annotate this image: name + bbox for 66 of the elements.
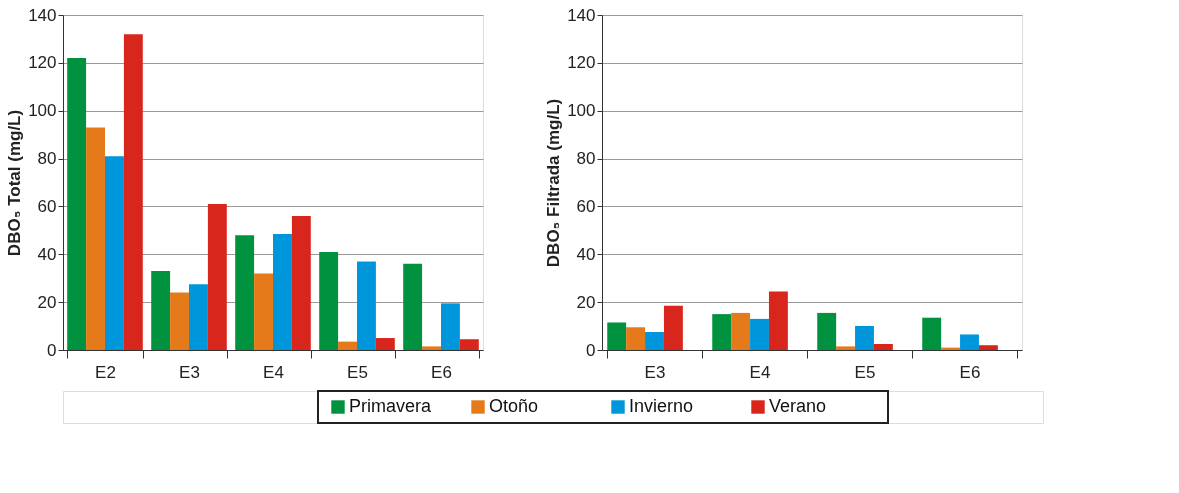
y-tick-label: 40 [37,244,57,264]
x-tick-label: E4 [749,362,771,382]
bar [626,327,646,350]
y-tick-label: 120 [28,53,57,73]
bar [731,312,751,350]
bar [836,346,856,350]
bar [273,233,292,350]
bar [712,314,732,350]
legend-label: Primavera [349,396,433,416]
bar [922,317,942,350]
y-tick-label: 20 [37,292,57,312]
bar [750,318,769,350]
y-tick-label: 80 [37,149,57,169]
y-tick-label: 80 [576,149,596,169]
legend-label: Verano [769,396,827,416]
bar [607,322,627,350]
bar [254,273,273,350]
y-tick-label: 120 [567,53,596,73]
y-tick-label: 100 [567,101,596,121]
y-tick-label: 0 [586,340,596,360]
y-tick-label: 60 [37,196,57,216]
bar [855,326,874,350]
y-tick-label: 140 [28,5,57,25]
bar [123,34,143,350]
y-tick-label: 100 [28,101,57,121]
bar [86,127,105,350]
x-tick-label: E6 [959,362,981,382]
bar [319,251,339,350]
bar [403,263,423,350]
bar [768,291,788,350]
bar [375,338,395,350]
bar [422,346,441,350]
bar [170,292,189,350]
x-tick-label: E3 [179,362,200,382]
bar [105,156,124,350]
bar [441,303,460,350]
y-tick-label: 140 [567,5,596,25]
legend-label: Otoño [489,396,539,416]
bar [817,312,837,350]
x-tick-label: E4 [263,362,284,382]
y-tick-label: 0 [47,340,57,360]
bar [338,341,357,350]
y-axis-title: DBO₅ Filtrada (mg/L) [544,98,564,268]
legend-label: Invierno [629,396,694,416]
x-tick-label: E2 [95,362,116,382]
y-axis-title: DBO₅ Total (mg/L) [5,109,25,257]
bar [873,344,893,350]
bar [663,305,683,350]
bar [357,261,376,350]
bar [291,216,311,350]
bar [189,284,208,350]
x-tick-label: E6 [431,362,452,382]
bar [207,204,227,350]
bar [235,235,255,350]
y-tick-label: 20 [576,292,596,312]
x-tick-label: E5 [854,362,876,382]
y-tick-label: 40 [576,244,596,264]
bar [645,332,664,350]
y-tick-label: 60 [576,196,596,216]
bar [67,58,87,350]
bar [459,339,479,350]
bar [978,345,998,350]
x-tick-label: E5 [347,362,368,382]
bar [960,334,979,350]
x-tick-label: E3 [644,362,666,382]
bar [151,271,171,350]
